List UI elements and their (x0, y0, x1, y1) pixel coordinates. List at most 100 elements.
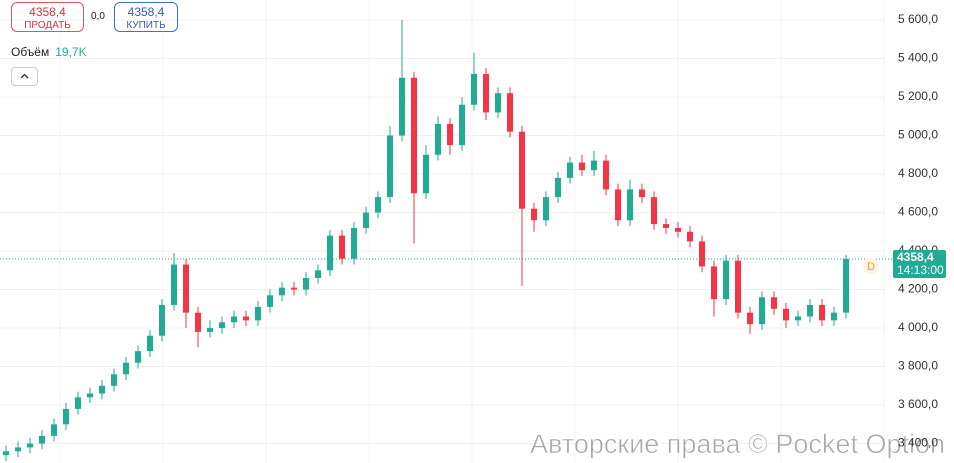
sell-price: 4358,4 (29, 5, 66, 19)
candle-body (171, 264, 177, 305)
candle-body (639, 189, 645, 198)
candle-body (3, 451, 9, 456)
candle-body (723, 260, 729, 300)
buy-label: КУПИТЬ (126, 20, 166, 31)
candle-body (135, 351, 141, 363)
candle-body (495, 93, 501, 113)
candle-body (591, 160, 597, 171)
candle-body (663, 224, 669, 228)
candle-body (339, 235, 345, 259)
y-tick-label: 5 600,0 (898, 12, 938, 26)
candle-body (795, 316, 801, 321)
candle-body (411, 77, 417, 194)
volume-label: Объём (11, 45, 50, 59)
candle-body (807, 304, 813, 317)
candle-body (423, 154, 429, 194)
candle-body (51, 424, 57, 436)
candle-body (267, 295, 273, 307)
volume: Объём 19,7K (11, 45, 87, 59)
candle-body (531, 208, 537, 221)
sell-button[interactable]: 4358,4 ПРОДАТЬ (11, 2, 84, 32)
candle-body (747, 312, 753, 325)
candle-body (819, 304, 825, 321)
candle-body (555, 177, 561, 198)
y-tick-label: 5 000,0 (898, 128, 938, 142)
y-tick-label: 5 400,0 (898, 51, 938, 65)
candle-body (87, 393, 93, 398)
buy-price: 4358,4 (127, 5, 165, 19)
candle-body (75, 397, 81, 409)
candle-body (159, 304, 165, 336)
candle-body (123, 362, 129, 375)
candle-body (147, 335, 153, 352)
last-price-box (893, 250, 946, 279)
candle-body (231, 316, 237, 323)
sell-label: ПРОДАТЬ (24, 20, 71, 31)
candle-body (735, 260, 741, 313)
candle-body (603, 160, 609, 190)
candle-body (651, 197, 657, 225)
candle-body (675, 227, 681, 232)
y-tick-label: 4 000,0 (898, 320, 938, 334)
timeframe-badge (863, 258, 879, 275)
candle-body (483, 73, 489, 113)
candle-body (63, 408, 69, 425)
candle-body (783, 308, 789, 321)
candle-body (507, 93, 513, 132)
candle-body (471, 73, 477, 105)
candle-body (183, 264, 189, 313)
candle-body (567, 162, 573, 178)
y-tick-label: 3 800,0 (898, 359, 938, 373)
chevron-icon (20, 73, 29, 79)
candle-body (519, 131, 525, 209)
candle-body (39, 435, 45, 444)
candle-body (447, 123, 453, 146)
candle-body (435, 123, 441, 155)
candle-body (363, 212, 369, 228)
spread: 0,0 (91, 11, 105, 22)
buy-button[interactable]: 4358,4 КУПИТЬ (114, 2, 178, 32)
candle-body (99, 385, 105, 394)
candle-body (27, 443, 33, 448)
candle-body (327, 235, 333, 271)
candle-body (279, 287, 285, 296)
y-tick-label: 4 800,0 (898, 166, 938, 180)
candle-body (627, 189, 633, 221)
y-tick-label: 4 200,0 (898, 282, 938, 296)
candle-body (579, 162, 585, 171)
candle-body (219, 322, 225, 329)
candle-body (699, 241, 705, 267)
y-tick-label: 4 600,0 (898, 205, 938, 219)
candle-body (195, 312, 201, 332)
candle-body (831, 312, 837, 321)
candle-body (291, 287, 297, 290)
candle-body (771, 297, 777, 309)
candle-body (615, 189, 621, 221)
volume-value: 19,7K (55, 45, 87, 59)
candle-body (711, 266, 717, 300)
last-price-label: 4358,4 (897, 250, 934, 264)
candle-body (543, 197, 549, 221)
candle-body (375, 197, 381, 213)
candle-body (843, 259, 849, 313)
candle-body (399, 77, 405, 136)
candle-body (15, 447, 21, 452)
collapse-button[interactable] (11, 67, 38, 86)
last-time-label: 14:13:00 (897, 263, 944, 277)
candle-body (255, 306, 261, 321)
candle-body (387, 135, 393, 198)
candle-body (315, 270, 321, 278)
candle-body (303, 277, 309, 290)
watermark: Авторские права © Pocket Option (530, 429, 945, 459)
y-tick-label: 5 200,0 (898, 89, 938, 103)
candle-body (759, 297, 765, 325)
candle-body (351, 227, 357, 259)
candle-body (207, 328, 213, 332)
y-tick-label: 3 600,0 (898, 397, 938, 411)
y-tick-label: 3 400,0 (898, 436, 938, 450)
candle-body (459, 104, 465, 146)
candle-body (243, 316, 249, 321)
candle-body (111, 374, 117, 386)
